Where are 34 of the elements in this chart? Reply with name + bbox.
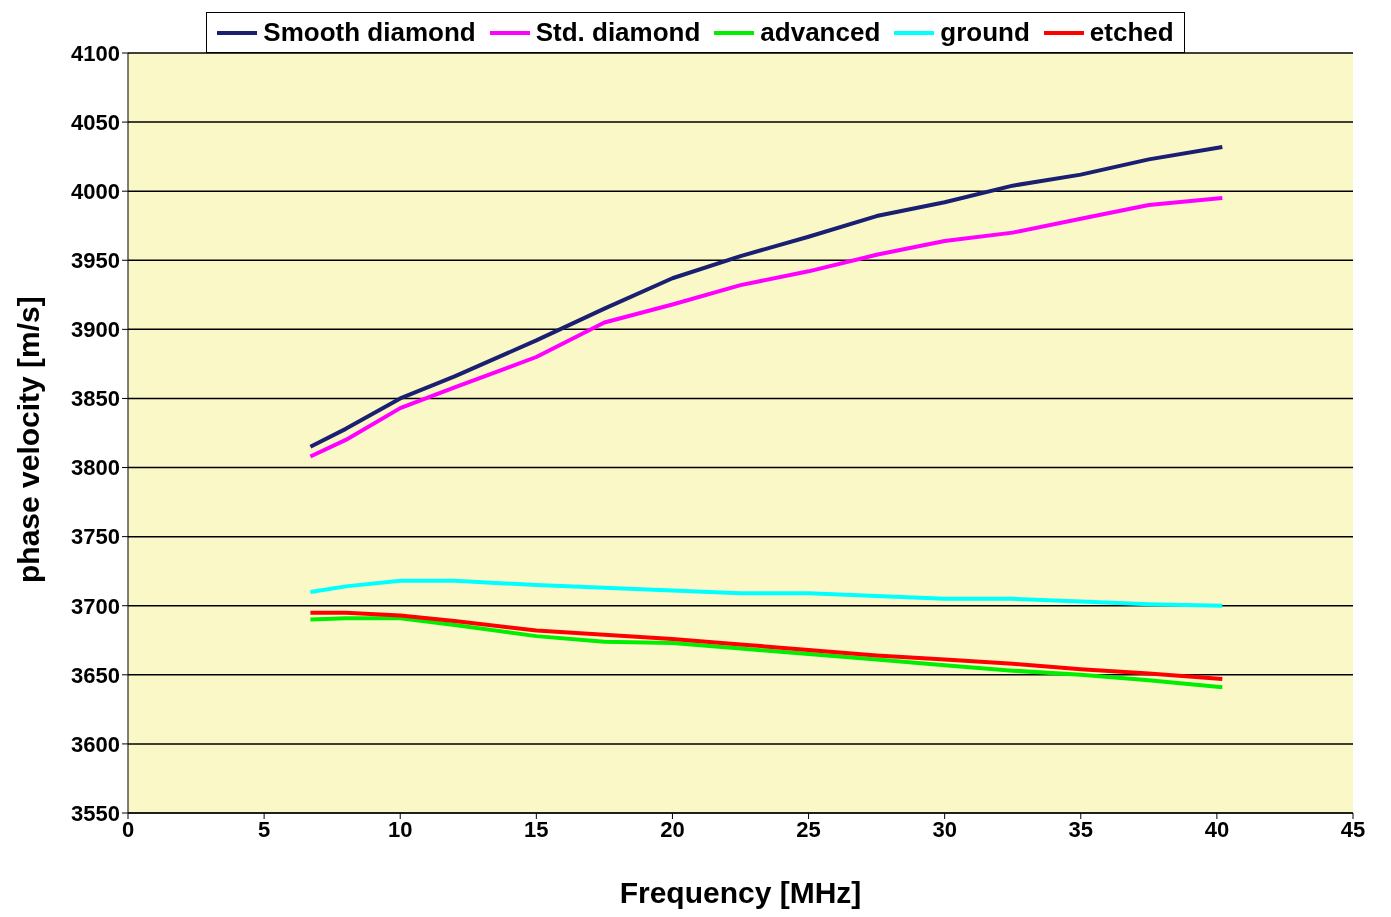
line-series xyxy=(308,616,1225,690)
y-tick-label: 3650 xyxy=(71,662,120,688)
legend-label: advanced xyxy=(760,17,881,48)
x-tick-label: 45 xyxy=(1340,816,1366,842)
y-tick-label: 3800 xyxy=(71,455,120,481)
x-tick-label: 30 xyxy=(932,816,957,842)
y-tick-label: 3750 xyxy=(71,524,120,550)
y-tick-label: 3950 xyxy=(71,248,120,274)
legend-label: Smooth diamond xyxy=(263,17,476,48)
y-tick-label: 3550 xyxy=(71,800,120,826)
x-tick-label: 10 xyxy=(387,816,413,842)
x-tick-label: 15 xyxy=(524,816,549,842)
x-axis-title: Frequency [MHz] xyxy=(619,876,862,909)
x-tick-label: 5 xyxy=(257,816,271,842)
y-tick-label: 4050 xyxy=(71,109,120,135)
line-series xyxy=(308,144,1225,449)
y-axis-title: phase velocity [m/s] xyxy=(11,296,45,583)
line-series xyxy=(308,610,1225,681)
line-series xyxy=(308,196,1225,459)
x-tick-label: 0 xyxy=(121,816,135,842)
line-series xyxy=(308,578,1225,608)
legend-label: ground xyxy=(940,17,1030,48)
y-tick-label: 4000 xyxy=(71,178,120,204)
y-tick-label: 3850 xyxy=(71,386,120,412)
y-tick-label: 4100 xyxy=(71,40,120,66)
x-tick-label: 35 xyxy=(1068,816,1094,842)
y-tick-label: 3700 xyxy=(71,593,120,619)
y-tick-label: 3900 xyxy=(71,317,120,343)
legend-label: etched xyxy=(1089,17,1174,48)
x-tick-label: 20 xyxy=(660,816,685,842)
x-tick-label: 25 xyxy=(796,816,821,842)
legend-label: Std. diamond xyxy=(535,17,701,48)
y-tick-label: 3600 xyxy=(71,731,120,757)
x-tick-label: 40 xyxy=(1204,816,1230,842)
